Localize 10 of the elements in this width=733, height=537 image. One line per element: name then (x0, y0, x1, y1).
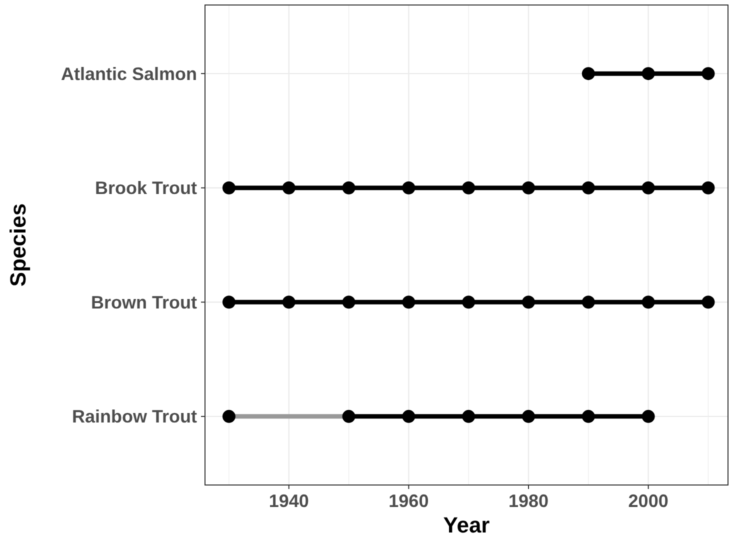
x-tick-label: 1940 (268, 491, 309, 511)
x-axis-title: Year (443, 512, 490, 537)
y-tick-label: Brown Trout (91, 292, 197, 312)
y-tick-label: Brook Trout (95, 178, 198, 198)
x-tick-label: 1960 (388, 491, 429, 511)
y-axis-title: Species (6, 203, 31, 287)
x-tick-label: 2000 (628, 491, 668, 511)
y-tick-label: Atlantic Salmon (60, 64, 197, 84)
x-tick-label: 1980 (508, 491, 549, 511)
y-tick-label: Rainbow Trout (72, 406, 197, 427)
